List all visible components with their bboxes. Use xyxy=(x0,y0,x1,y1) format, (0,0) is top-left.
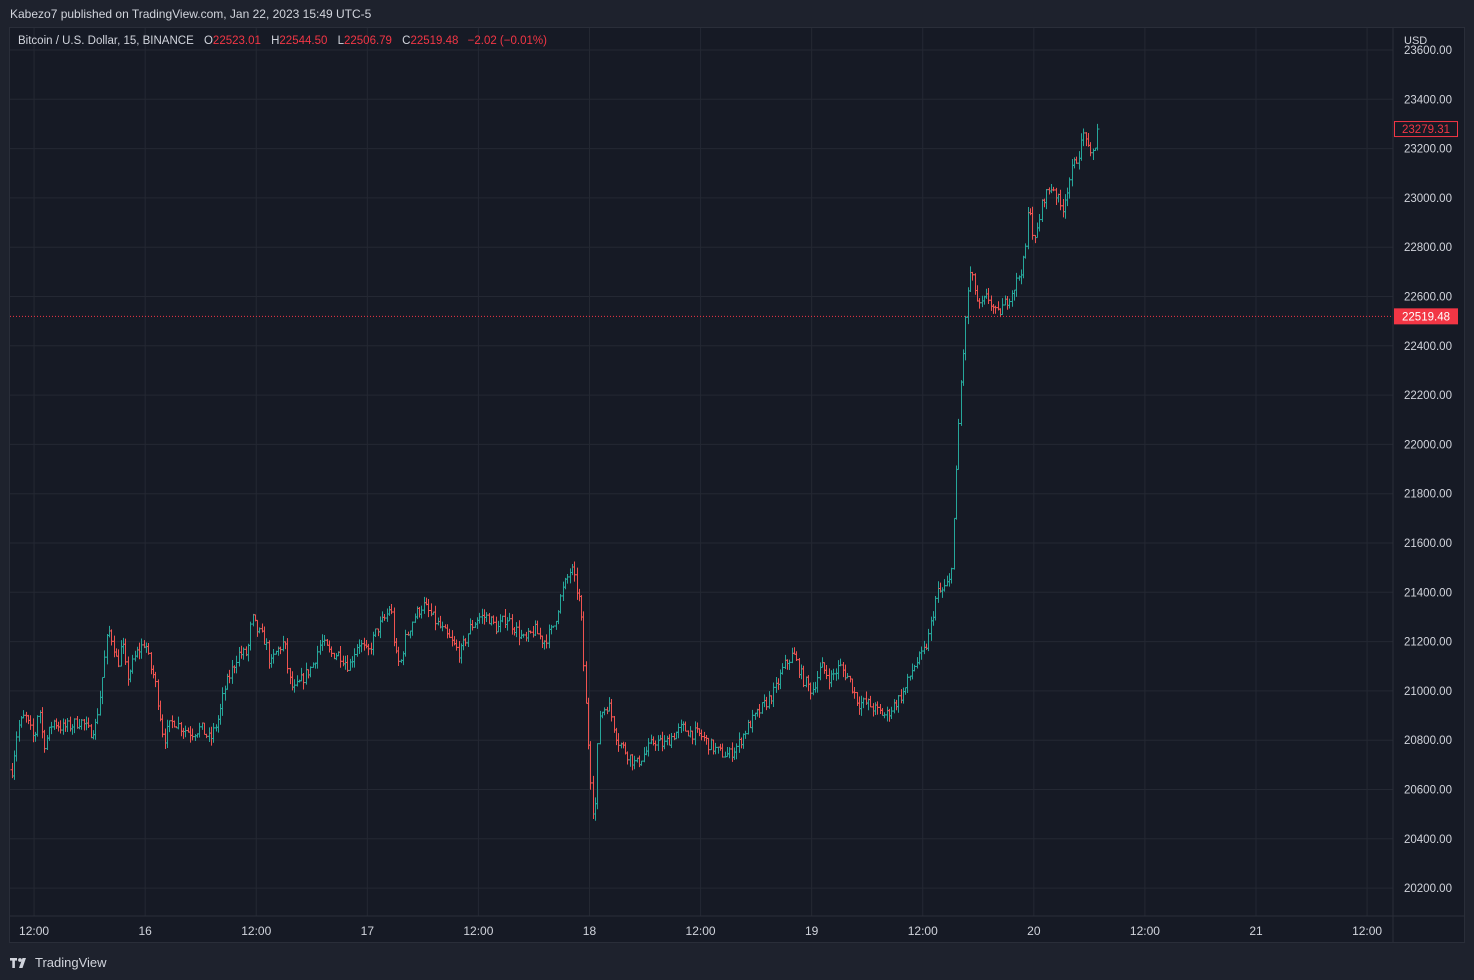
legend-symbol[interactable]: Bitcoin / U.S. Dollar, 15, BINANCE xyxy=(18,35,194,47)
price-tick-label: 23400.00 xyxy=(1404,94,1452,106)
time-tick-label: 12:00 xyxy=(241,924,271,938)
price-tick-label: 21200.00 xyxy=(1404,637,1452,649)
time-tick-label: 12:00 xyxy=(19,924,49,938)
time-tick-label: 18 xyxy=(583,924,597,938)
publisher-line: Kabezo7 published on TradingView.com, Ja… xyxy=(10,7,372,21)
legend-open-label: O xyxy=(203,35,213,47)
legend-open-value: 22523.01 xyxy=(212,35,261,47)
time-tick-label: 19 xyxy=(805,924,819,938)
price-tick-label: 21600.00 xyxy=(1404,538,1452,550)
price-tick-label: 21400.00 xyxy=(1404,587,1452,599)
price-tick-label: 22600.00 xyxy=(1404,292,1452,304)
marked-price-tag xyxy=(1394,121,1458,138)
time-tick-label: 17 xyxy=(361,924,375,938)
legend-low-label: L xyxy=(337,35,344,47)
last-price-tag xyxy=(1394,308,1458,325)
price-tick-label: 22400.00 xyxy=(1404,341,1452,353)
time-tick-label: 20 xyxy=(1027,924,1041,938)
price-tick-label: 23200.00 xyxy=(1404,144,1452,156)
price-tick-label: 22200.00 xyxy=(1404,390,1452,402)
time-tick-label: 12:00 xyxy=(463,924,493,938)
legend-high-value: 22544.50 xyxy=(279,35,328,47)
time-tick-label: 21 xyxy=(1249,924,1263,938)
price-tick-label: 20200.00 xyxy=(1404,883,1452,895)
chart-frame[interactable] xyxy=(9,27,1465,943)
price-tick-label: 20400.00 xyxy=(1404,834,1452,846)
last-price-tag-label: 22519.48 xyxy=(1402,311,1450,323)
legend-change: −2.02 (−0.01%) xyxy=(467,35,547,47)
symbol-legend: Bitcoin / U.S. Dollar, 15, BINANCE O2252… xyxy=(18,35,547,47)
footer-brand-label: TradingView xyxy=(35,955,107,970)
legend-close-value: 22519.48 xyxy=(410,35,459,47)
price-tick-label: 20800.00 xyxy=(1404,735,1452,747)
tradingview-logo-icon xyxy=(10,957,30,969)
time-tick-label: 12:00 xyxy=(686,924,716,938)
price-tick-label: 21800.00 xyxy=(1404,489,1452,501)
price-tick-label: 22800.00 xyxy=(1404,242,1452,254)
price-tick-label: 23600.00 xyxy=(1404,45,1452,57)
time-tick-label: 12:00 xyxy=(1130,924,1160,938)
price-tick-label: 20600.00 xyxy=(1404,785,1452,797)
legend-low-value: 22506.79 xyxy=(343,35,392,47)
time-tick-label: 12:00 xyxy=(1352,924,1382,938)
legend-close-label: C xyxy=(402,35,411,47)
legend-high-label: H xyxy=(271,35,280,47)
time-tick-label: 16 xyxy=(138,924,152,938)
price-tick-label: 21000.00 xyxy=(1404,686,1452,698)
time-tick-label: 12:00 xyxy=(908,924,938,938)
currency-label: USD xyxy=(1404,35,1427,47)
marked-price-tag-label: 23279.31 xyxy=(1402,124,1450,136)
footer-brand[interactable]: TradingView xyxy=(10,955,107,970)
price-tick-label: 23000.00 xyxy=(1404,193,1452,205)
price-tick-label: 22000.00 xyxy=(1404,439,1452,451)
